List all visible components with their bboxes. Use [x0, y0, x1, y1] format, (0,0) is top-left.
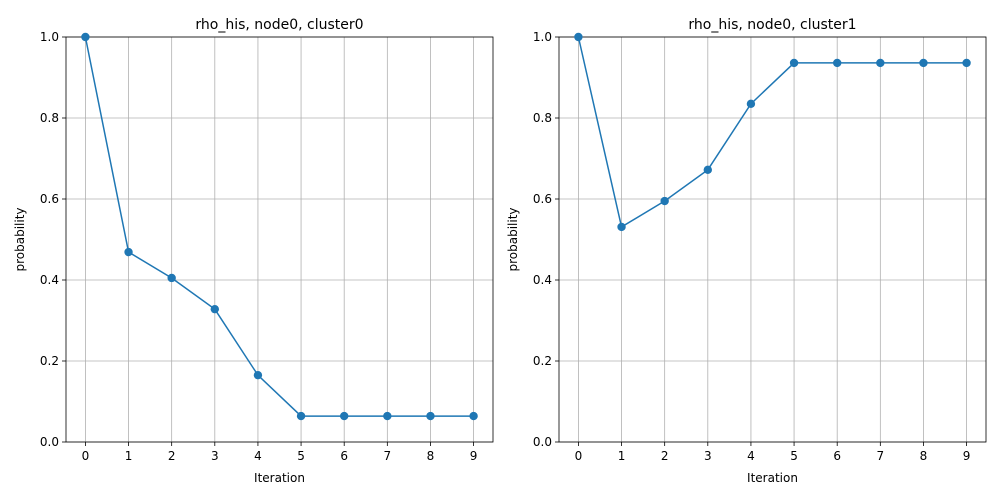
series-line: [84, 36, 474, 417]
axes-frame: [65, 36, 494, 443]
data-point: [832, 58, 842, 68]
y-tick-label: 0.0: [40, 435, 59, 449]
y-tick-label: 0.0: [533, 435, 552, 449]
data-point: [919, 58, 928, 68]
chart-title: rho_his, node0, cluster0: [195, 17, 363, 33]
data-point: [469, 411, 478, 421]
x-tick-label: 1: [125, 449, 133, 463]
y-axis-label: probability: [13, 207, 27, 271]
y-tick-label: 0.8: [533, 111, 552, 125]
data-point: [124, 247, 133, 257]
x-axis-label: Iteration: [254, 471, 305, 485]
y-tick-label: 1.0: [533, 30, 552, 44]
y-tick-label: 0.6: [533, 192, 552, 206]
y-tick-label: 0.6: [40, 192, 59, 206]
data-point: [296, 411, 306, 421]
x-tick-label: 9: [963, 449, 971, 463]
y-tick-label: 0.2: [533, 354, 552, 368]
x-tick-label: 5: [297, 449, 305, 463]
x-tick-label: 6: [340, 449, 348, 463]
x-tick-label: 0: [575, 449, 583, 463]
data-point: [617, 222, 626, 232]
x-tick-label: 2: [168, 449, 176, 463]
y-tick-label: 0.4: [40, 273, 59, 287]
data-point: [253, 370, 263, 380]
data-point: [660, 196, 669, 206]
x-axis-label: Iteration: [747, 471, 798, 485]
data-point: [167, 273, 176, 283]
data-point: [383, 411, 392, 421]
data-point: [703, 165, 713, 175]
axes-frame: [558, 36, 987, 443]
x-tick-label: 0: [82, 449, 90, 463]
x-tick-label: 9: [470, 449, 478, 463]
x-tick-label: 3: [704, 449, 712, 463]
x-tick-label: 2: [661, 449, 669, 463]
data-point: [426, 411, 435, 421]
data-point: [876, 58, 885, 68]
data-point: [789, 58, 799, 68]
y-tick-label: 0.4: [533, 273, 552, 287]
y-tick-label: 0.8: [40, 111, 59, 125]
y-tick-label: 0.2: [40, 354, 59, 368]
y-axis-label: probability: [506, 207, 520, 271]
x-tick-label: 8: [920, 449, 928, 463]
y-tick-label: 1.0: [40, 30, 59, 44]
series-line: [577, 36, 967, 229]
data-point: [339, 411, 349, 421]
x-tick-label: 7: [384, 449, 392, 463]
data-point: [210, 304, 220, 314]
data-point: [746, 99, 756, 109]
data-point: [574, 32, 583, 42]
x-tick-label: 1: [618, 449, 626, 463]
x-tick-label: 3: [211, 449, 219, 463]
chart-title: rho_his, node0, cluster1: [688, 17, 856, 33]
subplot-cluster0: 0 1 2 3 4 5 6 7 8 9 0.0 0.2 0.4 0.6 0.8 1.0 rho_his, nod…: [13, 17, 494, 485]
x-tick-label: 6: [833, 449, 841, 463]
x-tick-label: 4: [254, 449, 262, 463]
subplot-cluster1: 0 1 2 3 4 5 6 7 8 9 0.0 0.2 0.4 0.6 0.8 1.0 rho_his, nod…: [506, 17, 987, 485]
x-tick-label: 8: [427, 449, 435, 463]
x-tick-label: 5: [790, 449, 798, 463]
x-tick-label: 4: [747, 449, 755, 463]
data-point: [962, 58, 971, 68]
x-tick-label: 7: [877, 449, 885, 463]
data-point: [81, 32, 90, 42]
